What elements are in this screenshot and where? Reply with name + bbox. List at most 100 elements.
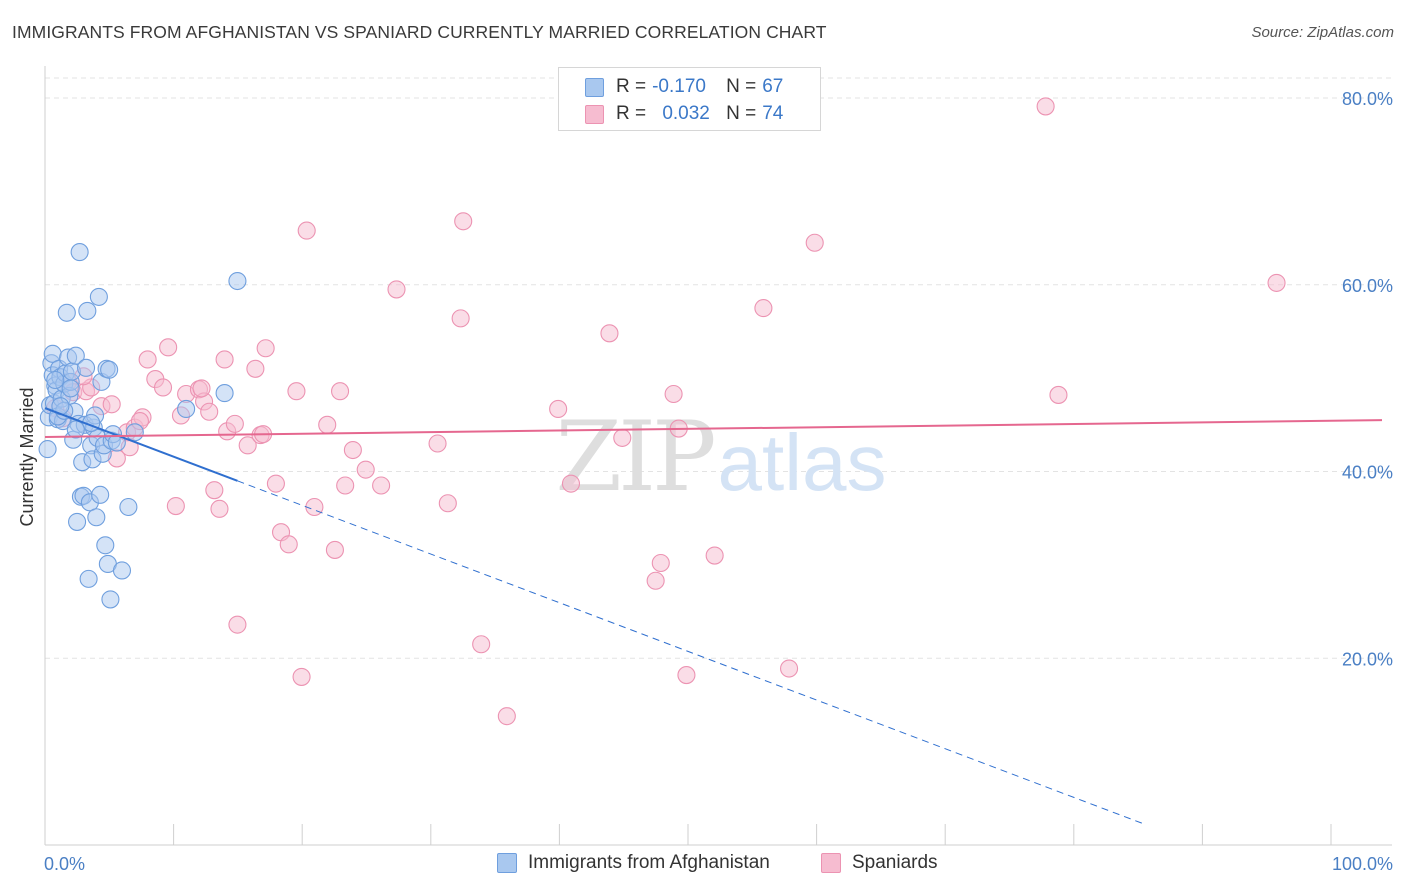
legend-r-value: -0.170 — [652, 76, 706, 97]
watermark-atlas: atlas — [718, 418, 887, 507]
data-point — [613, 428, 632, 447]
data-point — [177, 399, 196, 418]
data-point — [166, 497, 185, 516]
data-point — [677, 666, 696, 685]
data-point — [66, 346, 85, 365]
data-point — [79, 569, 98, 588]
x-tick-label: 0.0% — [44, 854, 85, 874]
data-point — [228, 271, 247, 291]
data-point — [1267, 273, 1286, 292]
data-point — [119, 497, 138, 517]
data-point — [159, 338, 178, 357]
data-point — [38, 440, 57, 459]
data-point — [387, 280, 406, 299]
data-point — [205, 481, 224, 500]
legend-n-value: 67 — [762, 76, 784, 97]
data-point — [356, 460, 375, 479]
data-point — [705, 546, 724, 565]
legend-n-label: N = — [726, 76, 757, 97]
data-point — [102, 395, 121, 414]
y-tick-label: 60.0% — [1342, 276, 1393, 296]
data-point — [112, 561, 132, 580]
series-legend: Immigrants from Afghanistan Spaniards — [0, 852, 1406, 878]
data-point — [438, 494, 457, 513]
y-tick-label: 40.0% — [1342, 463, 1393, 483]
afghanistan-points — [38, 243, 247, 609]
data-point — [192, 379, 211, 398]
data-point — [70, 243, 89, 262]
x-tick-label: 100.0% — [1332, 854, 1393, 874]
data-point — [200, 402, 219, 421]
legend-row-spaniards: R = 0.032 N = 74 — [585, 102, 783, 126]
series-legend-label: Spaniards — [852, 852, 938, 873]
data-point — [325, 540, 344, 559]
data-point — [287, 382, 306, 401]
data-point — [246, 359, 265, 378]
data-point — [279, 535, 298, 554]
series-legend-afghanistan: Immigrants from Afghanistan — [497, 852, 770, 874]
legend-swatch-blue — [585, 77, 604, 97]
data-point — [107, 433, 126, 452]
data-point — [780, 659, 799, 678]
data-point — [805, 233, 824, 252]
legend-r-value: 0.032 — [662, 103, 710, 124]
data-point — [225, 414, 244, 433]
data-point — [754, 299, 773, 318]
trend-line-afghanistan-extension — [237, 480, 1145, 825]
data-point — [210, 499, 229, 518]
data-point — [215, 350, 234, 369]
chart-title: IMMIGRANTS FROM AFGHANISTAN VS SPANIARD … — [12, 22, 827, 42]
legend-r-label: R = — [616, 76, 647, 97]
y-axis-label: Currently Married — [17, 387, 37, 526]
data-point — [125, 423, 144, 442]
trend-lines — [44, 407, 1383, 825]
data-point — [343, 440, 362, 460]
series-legend-spaniards: Spaniards — [821, 852, 938, 874]
data-point — [46, 370, 65, 390]
data-point — [318, 415, 337, 434]
data-point — [91, 485, 110, 504]
watermark-zip: ZIP — [555, 401, 714, 513]
source-label: Source: ZipAtlas.com — [1251, 24, 1394, 41]
data-point — [138, 350, 157, 369]
data-point — [100, 360, 119, 379]
data-point — [600, 324, 619, 343]
data-point — [87, 508, 106, 527]
data-point — [266, 474, 285, 493]
data-point — [1036, 97, 1055, 116]
data-point — [454, 212, 473, 231]
data-point — [292, 667, 311, 686]
data-point — [561, 474, 581, 493]
data-point — [101, 590, 120, 609]
data-point — [228, 615, 247, 634]
data-point — [215, 384, 234, 403]
data-point — [428, 434, 447, 453]
data-point — [57, 303, 76, 322]
data-point — [66, 420, 85, 439]
y-tick-label: 80.0% — [1342, 89, 1393, 109]
trend-line-spaniards — [44, 419, 1383, 438]
data-point — [96, 536, 115, 555]
data-point — [472, 635, 491, 654]
data-point — [372, 476, 391, 495]
legend-swatch-pink — [585, 104, 604, 124]
data-point — [78, 301, 97, 320]
data-point — [305, 497, 324, 517]
data-point — [153, 378, 173, 397]
data-point — [451, 309, 470, 328]
data-point — [497, 707, 516, 726]
series-swatch-blue — [497, 853, 517, 873]
data-point — [646, 571, 665, 590]
data-point — [89, 287, 108, 306]
data-point — [77, 358, 96, 377]
correlation-legend: R = -0.170 N = 67 R = 0.032 N = 74 — [558, 67, 821, 131]
data-point — [331, 382, 350, 401]
data-point — [664, 384, 683, 404]
legend-n-label: N = — [726, 103, 757, 124]
data-point — [1049, 385, 1068, 404]
data-point — [336, 476, 355, 495]
series-legend-label: Immigrants from Afghanistan — [528, 852, 770, 873]
series-swatch-pink — [821, 853, 841, 873]
legend-row-afghanistan: R = -0.170 N = 67 — [585, 75, 783, 99]
